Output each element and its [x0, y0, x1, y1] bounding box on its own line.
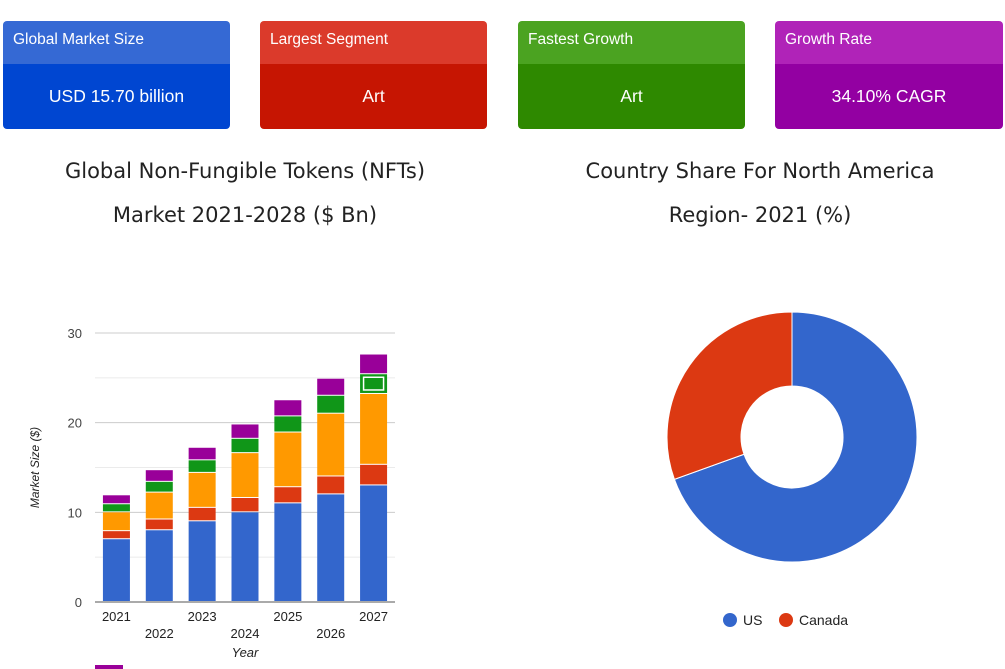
- card-title: Fastest Growth: [518, 21, 745, 64]
- donut-slice-canada: [666, 311, 793, 480]
- left-chart-title-line1: Global Non-Fungible Tokens (NFTs): [64, 159, 426, 183]
- bar-segment: [317, 395, 345, 413]
- bar-segment: [145, 492, 173, 519]
- bar-segment: [145, 530, 173, 601]
- legend-swatch-canada: [779, 613, 793, 627]
- x-axis-label: Year: [232, 645, 259, 660]
- bar-segment: [317, 476, 345, 494]
- right-chart-title: Country Share For North America Region- …: [515, 149, 1005, 237]
- card-title: Global Market Size: [3, 21, 230, 64]
- bar-segment: [274, 487, 302, 503]
- x-tick-label: 2025: [273, 609, 302, 624]
- bar-segment: [360, 374, 388, 393]
- bar-segment: [360, 393, 388, 464]
- bar-segment: [317, 494, 345, 601]
- card-value: USD 15.70 billion: [3, 64, 230, 129]
- bar-segment: [188, 507, 216, 521]
- bar-segment: [102, 512, 130, 531]
- y-tick-label: 0: [75, 595, 82, 610]
- bar-segment: [231, 453, 259, 497]
- card-value: Art: [260, 64, 487, 129]
- left-chart-title: Global Non-Fungible Tokens (NFTs) Market…: [0, 149, 490, 237]
- bar-segment: [102, 495, 130, 504]
- x-tick-label: 2026: [316, 626, 345, 641]
- bar-segment: [188, 521, 216, 601]
- card-title: Largest Segment: [260, 21, 487, 64]
- bar-segment: [360, 485, 388, 601]
- bar-segment: [317, 413, 345, 476]
- x-tick-label: 2024: [231, 626, 260, 641]
- legend-swatch: [95, 665, 123, 669]
- y-tick-label: 20: [68, 416, 82, 431]
- selected-segment-outline: [362, 376, 385, 391]
- bar-segment: [188, 460, 216, 472]
- bar-segment: [102, 531, 130, 539]
- y-axis-label: Market Size ($): [28, 427, 42, 508]
- bar-segment: [145, 481, 173, 492]
- left-chart-title-line2: Market 2021-2028 ($ Bn): [112, 203, 378, 227]
- bar-segment: [231, 424, 259, 438]
- bar-segment: [231, 438, 259, 453]
- right-chart-title-line1: Country Share For North America: [585, 159, 935, 183]
- donut-slice-us: [673, 311, 918, 563]
- bar-segment: [188, 447, 216, 460]
- card-largest-segment: Largest Segment Art: [260, 21, 487, 129]
- bar-segment: [145, 470, 173, 481]
- bar-segment: [274, 400, 302, 416]
- card-value: 34.10% CAGR: [775, 64, 1003, 129]
- bar-segment: [102, 504, 130, 512]
- legend-label-us: US: [743, 612, 762, 628]
- bar-segment: [274, 416, 302, 432]
- bar-segment: [274, 503, 302, 601]
- bar-segment: [274, 432, 302, 487]
- x-tick-label: 2021: [102, 609, 131, 624]
- bar-segment: [317, 378, 345, 395]
- bar-segment: [231, 512, 259, 601]
- x-tick-label: 2022: [145, 626, 174, 641]
- bar-segment: [145, 519, 173, 530]
- bar-segment: [360, 354, 388, 374]
- card-value: Art: [518, 64, 745, 129]
- right-chart-title-line2: Region- 2021 (%): [668, 203, 852, 227]
- donut-chart: US Canada: [666, 311, 918, 628]
- legend-label-canada: Canada: [799, 612, 848, 628]
- x-tick-label: 2023: [188, 609, 217, 624]
- card-fastest-growth: Fastest Growth Art: [518, 21, 745, 129]
- x-tick-label: 2027: [359, 609, 388, 624]
- legend-swatch-us: [723, 613, 737, 627]
- card-title: Growth Rate: [775, 21, 1003, 64]
- bar-segment: [231, 497, 259, 512]
- bar-segment: [102, 539, 130, 601]
- y-tick-label: 30: [68, 326, 82, 341]
- card-global-market-size: Global Market Size USD 15.70 billion: [3, 21, 230, 129]
- card-growth-rate: Growth Rate 34.10% CAGR: [775, 21, 1003, 129]
- bar-segment: [188, 472, 216, 507]
- y-tick-label: 10: [68, 505, 82, 520]
- bar-segment: [360, 464, 388, 485]
- stacked-bar-chart: 0 10 20 30 Market Size ($) 2021 2022 2023 2024 20…: [28, 326, 395, 669]
